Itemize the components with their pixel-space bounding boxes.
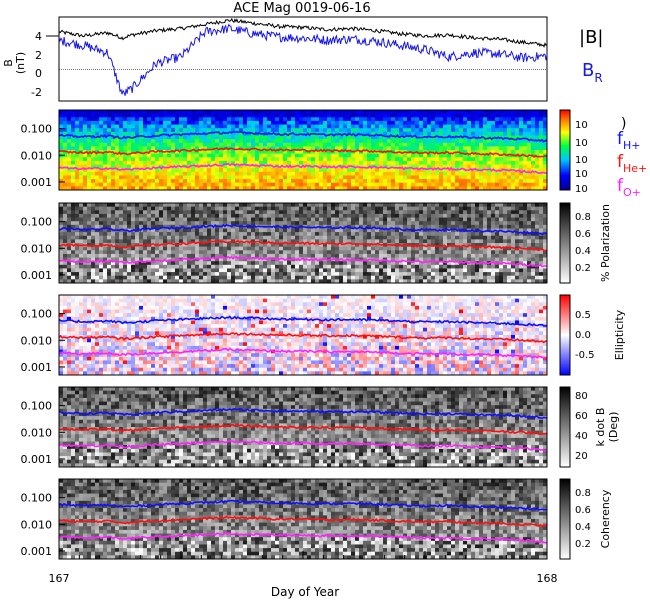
panel-polarization: 0.100 0.010 0.001 bbox=[21, 202, 548, 284]
freq-tick-label: 0.001 bbox=[21, 453, 53, 466]
ytick-4: 4 bbox=[35, 30, 42, 43]
series-f-h bbox=[58, 407, 548, 420]
coh-tick-08: 0.8 bbox=[575, 488, 591, 499]
kdb-label-2: (Deg) bbox=[607, 412, 620, 443]
spectrogram-coherency bbox=[59, 479, 547, 559]
freq-tick-label: 0.100 bbox=[21, 123, 53, 136]
series-f-h bbox=[58, 499, 548, 511]
series-f-he bbox=[58, 515, 548, 528]
series-f-o bbox=[58, 255, 548, 268]
panel-power: 0.100 0.010 0.001 bbox=[21, 109, 548, 191]
legend-f-h: fH+ bbox=[617, 129, 641, 152]
freq-tick-label: 0.010 bbox=[21, 242, 53, 255]
pol-tick-06: 0.6 bbox=[575, 229, 591, 240]
ytick-minus2: -2 bbox=[31, 86, 42, 99]
x-axis-label: Day of Year bbox=[271, 585, 339, 599]
colorbar-ellipticity: 0.5 0.0 -0.5 Ellipticity bbox=[559, 294, 626, 376]
power-tick-5: 10 bbox=[575, 184, 588, 195]
ell-tick-minus05: -0.5 bbox=[575, 350, 595, 361]
series-b-magnitude bbox=[58, 17, 548, 48]
pol-tick-02: 0.2 bbox=[575, 263, 591, 274]
ell-label: Ellipticity bbox=[613, 309, 626, 360]
legend-f-he: fHe+ bbox=[617, 152, 647, 175]
pol-tick-04: 0.4 bbox=[575, 246, 591, 257]
panel-magnetic-field: 4 2 0 -2 B (nT) |B| BR bbox=[2, 16, 603, 102]
series-f-he bbox=[58, 239, 548, 252]
freq-tick-label: 0.100 bbox=[21, 492, 53, 505]
series-f-h bbox=[58, 223, 548, 236]
panel-ellipticity: 0.100 0.010 0.001 bbox=[21, 294, 548, 376]
pol-tick-08: 0.8 bbox=[575, 212, 591, 223]
kdb-tick-40: 40 bbox=[575, 431, 588, 442]
freq-tick-label: 0.010 bbox=[21, 149, 53, 162]
kdb-label-1: k dot B bbox=[594, 408, 607, 447]
legend-frequencies: fH+ fHe+ fO+ bbox=[617, 129, 647, 199]
freq-tick-label: 0.001 bbox=[21, 545, 53, 558]
coh-tick-04: 0.4 bbox=[575, 522, 591, 533]
series-f-o bbox=[58, 439, 548, 452]
coh-tick-02: 0.2 bbox=[575, 539, 591, 550]
freq-tick-label: 0.010 bbox=[21, 334, 53, 347]
power-tick-4: 10 bbox=[575, 169, 588, 180]
coh-label: Coherency bbox=[599, 489, 612, 548]
colorbar-power: 10 10 10 10 10 ) bbox=[559, 109, 626, 195]
coh-tick-06: 0.6 bbox=[575, 505, 591, 516]
bfield-lines bbox=[58, 17, 548, 96]
panel1-ylabel-bottom: (nT) bbox=[14, 52, 27, 74]
legend-b-mag: |B| bbox=[579, 27, 603, 48]
freq-tick-label: 0.100 bbox=[21, 216, 53, 229]
series-f-o bbox=[58, 162, 548, 175]
series-b-radial bbox=[58, 23, 548, 96]
series-f-he bbox=[58, 332, 548, 344]
power-tick-1: 10 bbox=[575, 120, 588, 131]
pol-label: % Polarization bbox=[599, 204, 612, 282]
series-f-he bbox=[58, 147, 548, 158]
x-axis-ticks bbox=[58, 551, 548, 559]
freq-tick-label: 0.010 bbox=[21, 426, 53, 439]
colorbar-coherency: 0.8 0.6 0.4 0.2 Coherency bbox=[559, 478, 612, 560]
kdb-tick-80: 80 bbox=[575, 391, 588, 402]
series-f-h bbox=[58, 130, 548, 143]
colorbar-polarization: 0.8 0.6 0.4 0.2 % Polarization bbox=[559, 202, 612, 284]
spectrogram-ellipticity bbox=[59, 295, 547, 375]
panel-kdotb: 0.100 0.010 0.001 bbox=[21, 386, 548, 468]
freq-tick-label: 0.001 bbox=[21, 361, 53, 374]
chart-title: ACE Mag 0019-06-16 bbox=[233, 1, 370, 16]
ell-tick-05: 0.5 bbox=[575, 310, 591, 321]
xtick-167: 167 bbox=[49, 572, 70, 585]
series-f-he bbox=[58, 423, 548, 436]
kdb-tick-20: 20 bbox=[575, 451, 588, 462]
xtick-168: 168 bbox=[537, 572, 558, 585]
freq-tick-label: 0.100 bbox=[21, 308, 53, 321]
series-f-h bbox=[58, 315, 548, 327]
power-label-paren: ) bbox=[621, 116, 626, 132]
freq-tick-label: 0.001 bbox=[21, 269, 53, 282]
freq-tick-label: 0.001 bbox=[21, 176, 53, 189]
kdb-tick-60: 60 bbox=[575, 411, 588, 422]
freq-tick-label: 0.010 bbox=[21, 518, 53, 531]
panel1-ylabel-top: B bbox=[2, 59, 15, 67]
power-tick-2: 10 bbox=[575, 138, 588, 149]
legend-f-o: fO+ bbox=[617, 176, 641, 199]
freq-tick-label: 0.100 bbox=[21, 400, 53, 413]
series-f-o bbox=[58, 347, 548, 359]
power-tick-3: 10 bbox=[575, 155, 588, 166]
panel-coherency: 0.100 0.010 0.001 bbox=[21, 478, 548, 560]
ytick-0: 0 bbox=[35, 67, 42, 80]
ytick-2: 2 bbox=[35, 49, 42, 62]
legend-b-r: BR bbox=[582, 60, 603, 85]
ell-tick-00: 0.0 bbox=[575, 330, 591, 341]
series-f-o bbox=[58, 531, 548, 544]
colorbar-kdotb: 80 60 40 20 k dot B (Deg) bbox=[559, 386, 620, 468]
spectrogram-panels: 0.100 0.010 0.001 0.100 0.010 0.001 0.100 0.010… bbox=[21, 109, 548, 560]
